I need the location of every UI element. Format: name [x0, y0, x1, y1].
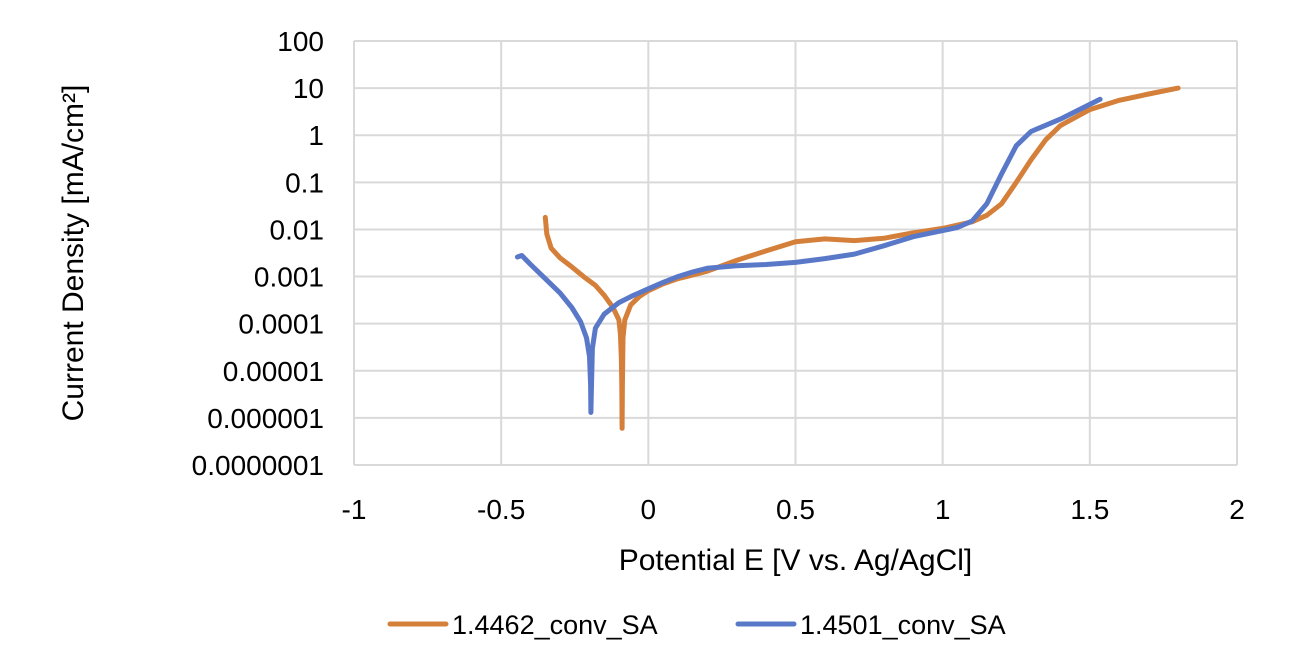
y-tick-label: 100: [277, 26, 324, 57]
y-tick-label: 0.000001: [207, 403, 324, 434]
y-tick-label: 0.1: [285, 167, 324, 198]
legend: 1.4462_conv_SA 1.4501_conv_SA: [387, 610, 1006, 640]
legend-label-1: 1.4462_conv_SA: [452, 610, 658, 640]
x-tick-label: -0.5: [477, 494, 525, 525]
y-tick-labels: 100 10 1 0.1 0.01 0.001 0.0001 0.00001 0.000001 0…: [192, 26, 324, 481]
y-axis-label: Current Density [mA/cm²]: [57, 85, 90, 422]
series-line-2: [514, 96, 1103, 415]
x-tick-label: 0.5: [776, 494, 815, 525]
x-tick-labels: -1 -0.5 0 0.5 1 1.5 2: [342, 494, 1245, 525]
x-tick-label: 0: [641, 494, 657, 525]
x-tick-label: 1: [935, 494, 951, 525]
legend-label-2: 1.4501_conv_SA: [800, 610, 1006, 640]
x-tick-label: 1.5: [1070, 494, 1109, 525]
x-axis-label: Potential E [V vs. Ag/AgCl]: [619, 544, 973, 577]
y-tick-label: 0.0001: [238, 309, 324, 340]
series-line-1: [542, 85, 1181, 431]
y-tick-label: 1: [308, 120, 324, 151]
y-tick-label: 10: [293, 73, 324, 104]
y-tick-label: 0.0000001: [192, 450, 324, 481]
x-tick-label: 2: [1229, 494, 1245, 525]
y-tick-label: 0.01: [270, 214, 325, 245]
x-tick-label: -1: [342, 494, 367, 525]
y-tick-label: 0.001: [254, 262, 324, 293]
series-lines: [514, 85, 1181, 431]
y-tick-label: 0.00001: [223, 356, 324, 387]
